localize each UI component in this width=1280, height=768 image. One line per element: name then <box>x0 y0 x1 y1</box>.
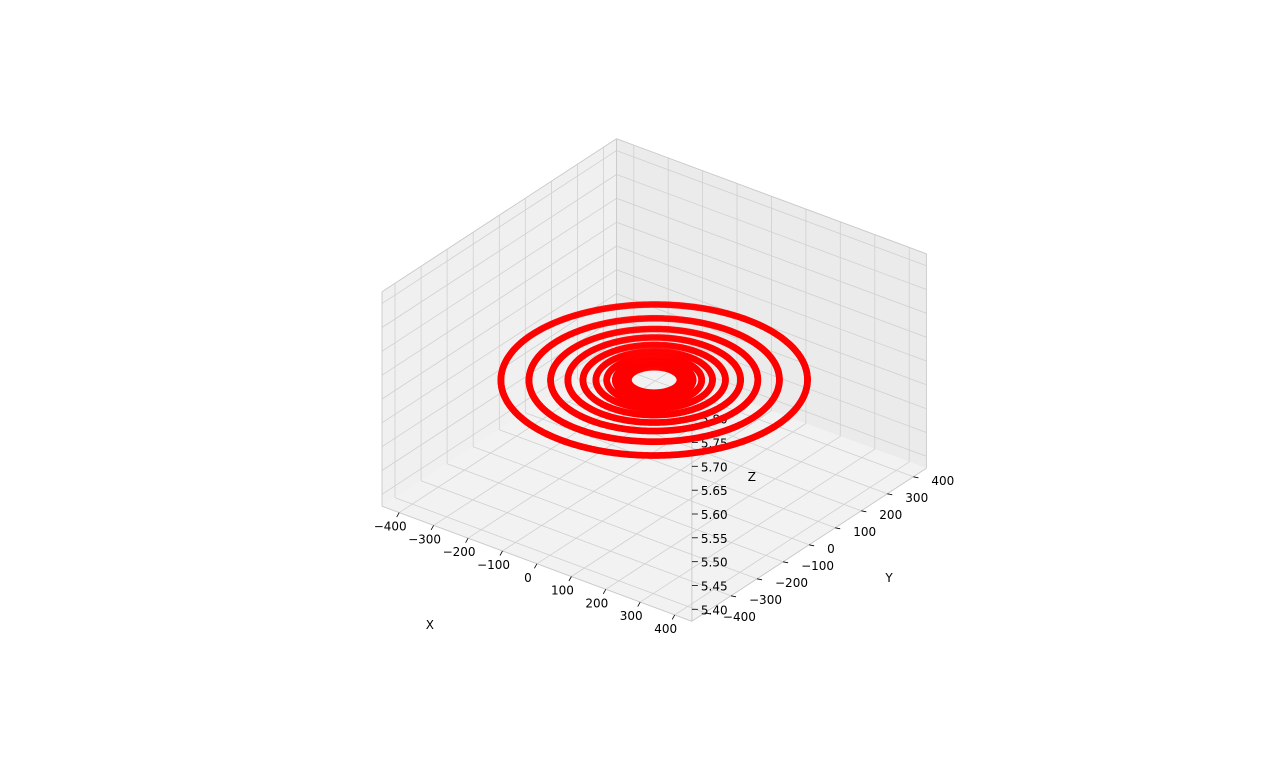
x-tick-label: 200 <box>585 596 608 610</box>
x-axis-line <box>381 505 693 622</box>
side-gridline-z <box>381 150 617 304</box>
x-tick-mark <box>499 550 503 556</box>
x-tick-label: −100 <box>477 558 510 572</box>
data-point <box>696 394 704 402</box>
floor-gridline-y <box>473 446 784 563</box>
y-tick-label: −400 <box>723 610 756 624</box>
data-points <box>497 301 811 459</box>
y-tick-label: 0 <box>827 542 835 556</box>
x-tick-mark <box>602 589 607 594</box>
side-gridline-z <box>381 340 617 495</box>
x-axis-label: X <box>426 618 434 632</box>
pane-edge <box>381 138 617 293</box>
floor-gridline-y <box>499 429 810 546</box>
x-tick-mark <box>465 538 469 543</box>
z-tick-label: 5.65 <box>701 484 728 498</box>
y-tick-label: −100 <box>801 559 834 573</box>
y-axis-label: Y <box>884 571 893 585</box>
floor-gridline-y <box>446 463 758 580</box>
z-tick-label: 5.55 <box>701 532 728 546</box>
side-gridline-z <box>381 269 617 424</box>
x-tick-label: 300 <box>620 609 643 623</box>
x-tick-label: −200 <box>443 545 476 559</box>
data-point <box>749 414 757 422</box>
y-tick-mark <box>756 578 763 581</box>
y-tick-mark <box>913 476 919 479</box>
floor-gridline-y <box>420 480 732 597</box>
side-gridline-z <box>381 197 617 352</box>
z-tick-label: 5.45 <box>701 580 728 594</box>
y-tick-mark <box>835 527 841 530</box>
data-point <box>718 402 726 410</box>
y-tick-mark <box>783 561 789 564</box>
z-tick-label: 5.70 <box>701 460 728 474</box>
back-gridline-z <box>616 197 927 314</box>
back-gridline-z <box>616 293 927 410</box>
y-tick-label: −300 <box>749 593 782 607</box>
y-tick-label: 300 <box>905 491 928 505</box>
y-tick-label: 200 <box>879 508 902 522</box>
z-axis-label: Z <box>748 470 756 484</box>
side-gridline-z <box>381 245 617 400</box>
y-tick-mark <box>861 510 867 513</box>
y-tick-label: 400 <box>931 474 954 488</box>
z-tick-label: 5.40 <box>701 603 728 617</box>
x-tick-label: −300 <box>408 532 441 546</box>
x-tick-label: 100 <box>551 584 574 598</box>
back-gridline-z <box>616 221 927 338</box>
x-tick-mark <box>671 614 676 620</box>
back-gridline-z <box>616 245 927 362</box>
x-tick-mark <box>534 563 538 569</box>
x-tick-label: −400 <box>374 520 407 534</box>
x-tick-label: 400 <box>654 622 677 636</box>
data-point <box>706 398 714 406</box>
y-tick-mark <box>704 612 710 615</box>
back-gridline-z <box>616 150 927 267</box>
z-tick-label: 5.50 <box>701 556 728 570</box>
data-point <box>687 391 695 399</box>
data-point <box>732 407 740 415</box>
x-tick-mark <box>568 576 572 582</box>
y-tick-label: 100 <box>853 525 876 539</box>
floor-gridline-y <box>603 361 914 478</box>
floor-gridline-y <box>394 497 706 614</box>
y-tick-label: −200 <box>775 576 808 590</box>
side-gridline-z <box>381 174 617 328</box>
x-tick-mark <box>637 601 641 607</box>
y-tick-mark <box>730 595 737 598</box>
z-tick-label: 5.60 <box>701 508 728 522</box>
x-tick-label: 0 <box>524 571 532 585</box>
y-tick-mark <box>887 493 893 496</box>
x-tick-mark <box>430 525 434 531</box>
y-tick-mark <box>809 544 815 547</box>
x-tick-mark <box>396 512 400 518</box>
side-gridline-z <box>381 221 617 376</box>
back-gridline-z <box>616 174 927 290</box>
pane-edge <box>616 138 927 255</box>
data-point <box>772 422 779 430</box>
